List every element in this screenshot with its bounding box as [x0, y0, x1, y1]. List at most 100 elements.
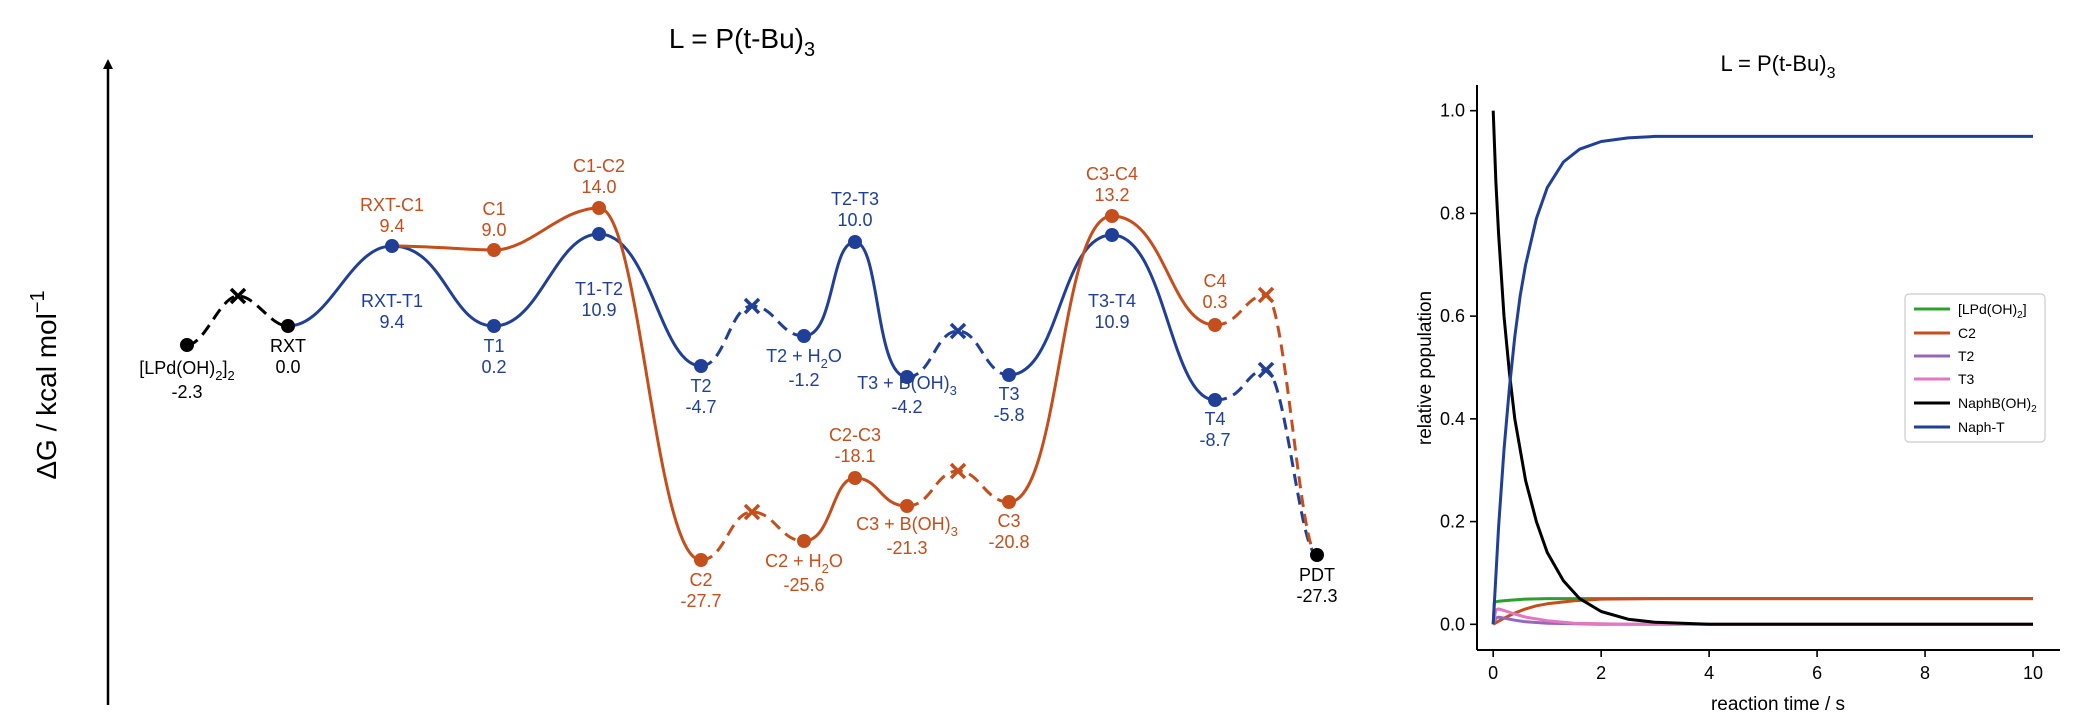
state-label-c2-name: C2 [689, 570, 712, 590]
state-label-t2-t3-value: 10.0 [837, 210, 872, 230]
y-tick-label: 1.0 [1440, 101, 1465, 121]
series-line-naph-t [1491, 134, 2033, 625]
state-point-c1 [487, 243, 501, 257]
population-x-axis-label: reaction time / s [1711, 694, 1845, 715]
state-label-t4-value: -8.7 [1199, 430, 1230, 450]
state-label-c1-name: C1 [482, 199, 505, 219]
state-point-t2-h2o [797, 329, 811, 343]
state-point-c4 [1208, 318, 1222, 332]
state-point-t1 [487, 319, 501, 333]
energy-profile-chart: L = P(t-Bu)3 ΔG / kcal mol−1 [27, 23, 1338, 705]
cross-marker-precursor [229, 287, 247, 305]
path-orange-solid-1 [391, 206, 702, 562]
state-label-t3-value: -5.8 [993, 405, 1024, 425]
state-label-c1-c2-value: 14.0 [581, 177, 616, 197]
state-label-t3-boh3-value: -4.2 [891, 397, 922, 417]
state-point-t2 [694, 359, 708, 373]
path-precursor-dashed [186, 294, 289, 347]
legend-label-t2: T2 [1958, 348, 1975, 364]
y-tick-label: 0.0 [1440, 614, 1465, 634]
path-blue-dashed-2 [906, 329, 1010, 379]
state-point-t3 [1002, 368, 1016, 382]
y-tick-label: 0.8 [1440, 203, 1465, 223]
path-orange-solid-3 [1008, 214, 1216, 504]
state-label-c2-c3-value: -18.1 [834, 446, 875, 466]
state-point-pdt [1310, 548, 1324, 562]
state-label-rxt-value: 0.0 [275, 357, 300, 377]
state-point-c2-c3 [848, 471, 862, 485]
state-point-c3 [1002, 495, 1016, 509]
state-label-rxt-t1-value: 9.4 [379, 312, 404, 332]
cross-marker-blue-2 [949, 322, 967, 340]
state-label-c3-c4-name: C3-C4 [1086, 164, 1138, 184]
state-label-rxt-t1-name: RXT-T1 [361, 291, 423, 311]
x-tick-label: 0 [1488, 663, 1498, 683]
legend-frame [1904, 293, 2046, 443]
state-label-t2-h2o-name: T2 + H2O [766, 346, 842, 371]
state-label-t3-boh3-name: T3 + B(OH)3 [857, 373, 957, 398]
series-line-c2 [1492, 597, 2033, 626]
x-tick-label: 6 [1812, 663, 1822, 683]
state-label-pdt-value: -27.3 [1296, 586, 1337, 606]
state-label-pdt-name: PDT [1299, 565, 1335, 585]
state-point-t3-t4 [1105, 228, 1119, 242]
series-line-naphb-oh-2 [1491, 110, 2033, 626]
state-label-t2-t3-name: T2-T3 [831, 189, 879, 209]
legend: [LPd(OH)2] C2 T2 T3 NaphB(OH)2 Naph-T [1904, 293, 2046, 443]
state-point-rxt [281, 319, 295, 333]
cross-marker-blue-1 [743, 297, 761, 315]
state-point-c3-c4 [1105, 209, 1119, 223]
state-label-c3-boh3-value: -21.3 [886, 538, 927, 558]
state-label-rxt-c1-name: RXT-C1 [360, 195, 424, 215]
series-line-t3 [1491, 607, 2033, 626]
state-point-t4 [1208, 393, 1222, 407]
state-point-rxt-t1 [385, 239, 399, 253]
state-point-t2-t3 [848, 235, 862, 249]
x-tick-label: 4 [1704, 663, 1714, 683]
state-label-t3-t4-name: T3-T4 [1088, 291, 1136, 311]
legend-label-lpdoh2: [LPd(OH)2] [1958, 301, 2027, 321]
path-blue-dashed-3 [1214, 368, 1318, 557]
legend-label-c2: C2 [1958, 325, 1976, 341]
state-label-t1-value: 0.2 [481, 357, 506, 377]
state-label-t3-name: T3 [998, 384, 1019, 404]
state-label-c4-value: 0.3 [1202, 292, 1227, 312]
profile-title: L = P(t-Bu)3 [669, 23, 815, 61]
state-label-c4-name: C4 [1203, 271, 1226, 291]
state-point-c1-c2 [592, 201, 606, 215]
population-ticks: 0 2 4 6 8 10 0.0 0.2 0.4 0.6 0.8 1.0 [1440, 101, 2043, 683]
state-label-t1-t2-name: T1-T2 [575, 279, 623, 299]
state-label-t2-name: T2 [690, 376, 711, 396]
population-y-axis-label: relative population [1415, 291, 1436, 445]
path-orange-dashed-2 [906, 469, 1010, 508]
state-label-t2-value: -4.7 [685, 397, 716, 417]
state-point-lpdoh2 [180, 338, 194, 352]
state-label-c3-c4-value: 13.2 [1094, 185, 1129, 205]
state-label-c2-h2o-name: C2 + H2O [765, 551, 843, 576]
state-label-t1-name: T1 [483, 336, 504, 356]
cross-marker-orange-2 [949, 462, 967, 480]
state-label-c2-value: -27.7 [680, 591, 721, 611]
state-label-c1-value: 9.0 [481, 220, 506, 240]
path-orange-dashed-1 [700, 510, 805, 562]
state-label-t2-h2o-value: -1.2 [788, 370, 819, 390]
state-label-c3-value: -20.8 [988, 532, 1029, 552]
state-label-c2-c3-name: C2-C3 [829, 425, 881, 445]
state-label-c3-boh3-name: C3 + B(OH)3 [856, 514, 958, 539]
x-tick-label: 8 [1920, 663, 1930, 683]
state-point-c3-boh3 [900, 499, 914, 513]
state-label-t3-t4-value: 10.9 [1094, 312, 1129, 332]
path-orange-dashed-3 [1214, 293, 1319, 557]
legend-label-naphboh2: NaphB(OH)2 [1958, 395, 2037, 415]
population-chart: L = P(t-Bu)3 0 2 4 6 8 10 0.0 0.2 0.4 0.6 0.8 1.0 r… [1415, 51, 2060, 715]
state-label-c2-h2o-value: -25.6 [783, 575, 824, 595]
cross-marker-blue-3 [1257, 361, 1275, 379]
cross-marker-orange-3 [1257, 286, 1275, 304]
state-point-t1-t2 [592, 227, 606, 241]
legend-label-naph-t: Naph-T [1958, 419, 2005, 435]
y-tick-label: 0.2 [1440, 512, 1465, 532]
state-label-lpdoh2-name: [LPd(OH)2]2 [139, 358, 235, 383]
state-label-rxt-name: RXT [270, 336, 306, 356]
legend-label-t3: T3 [1958, 371, 1975, 387]
